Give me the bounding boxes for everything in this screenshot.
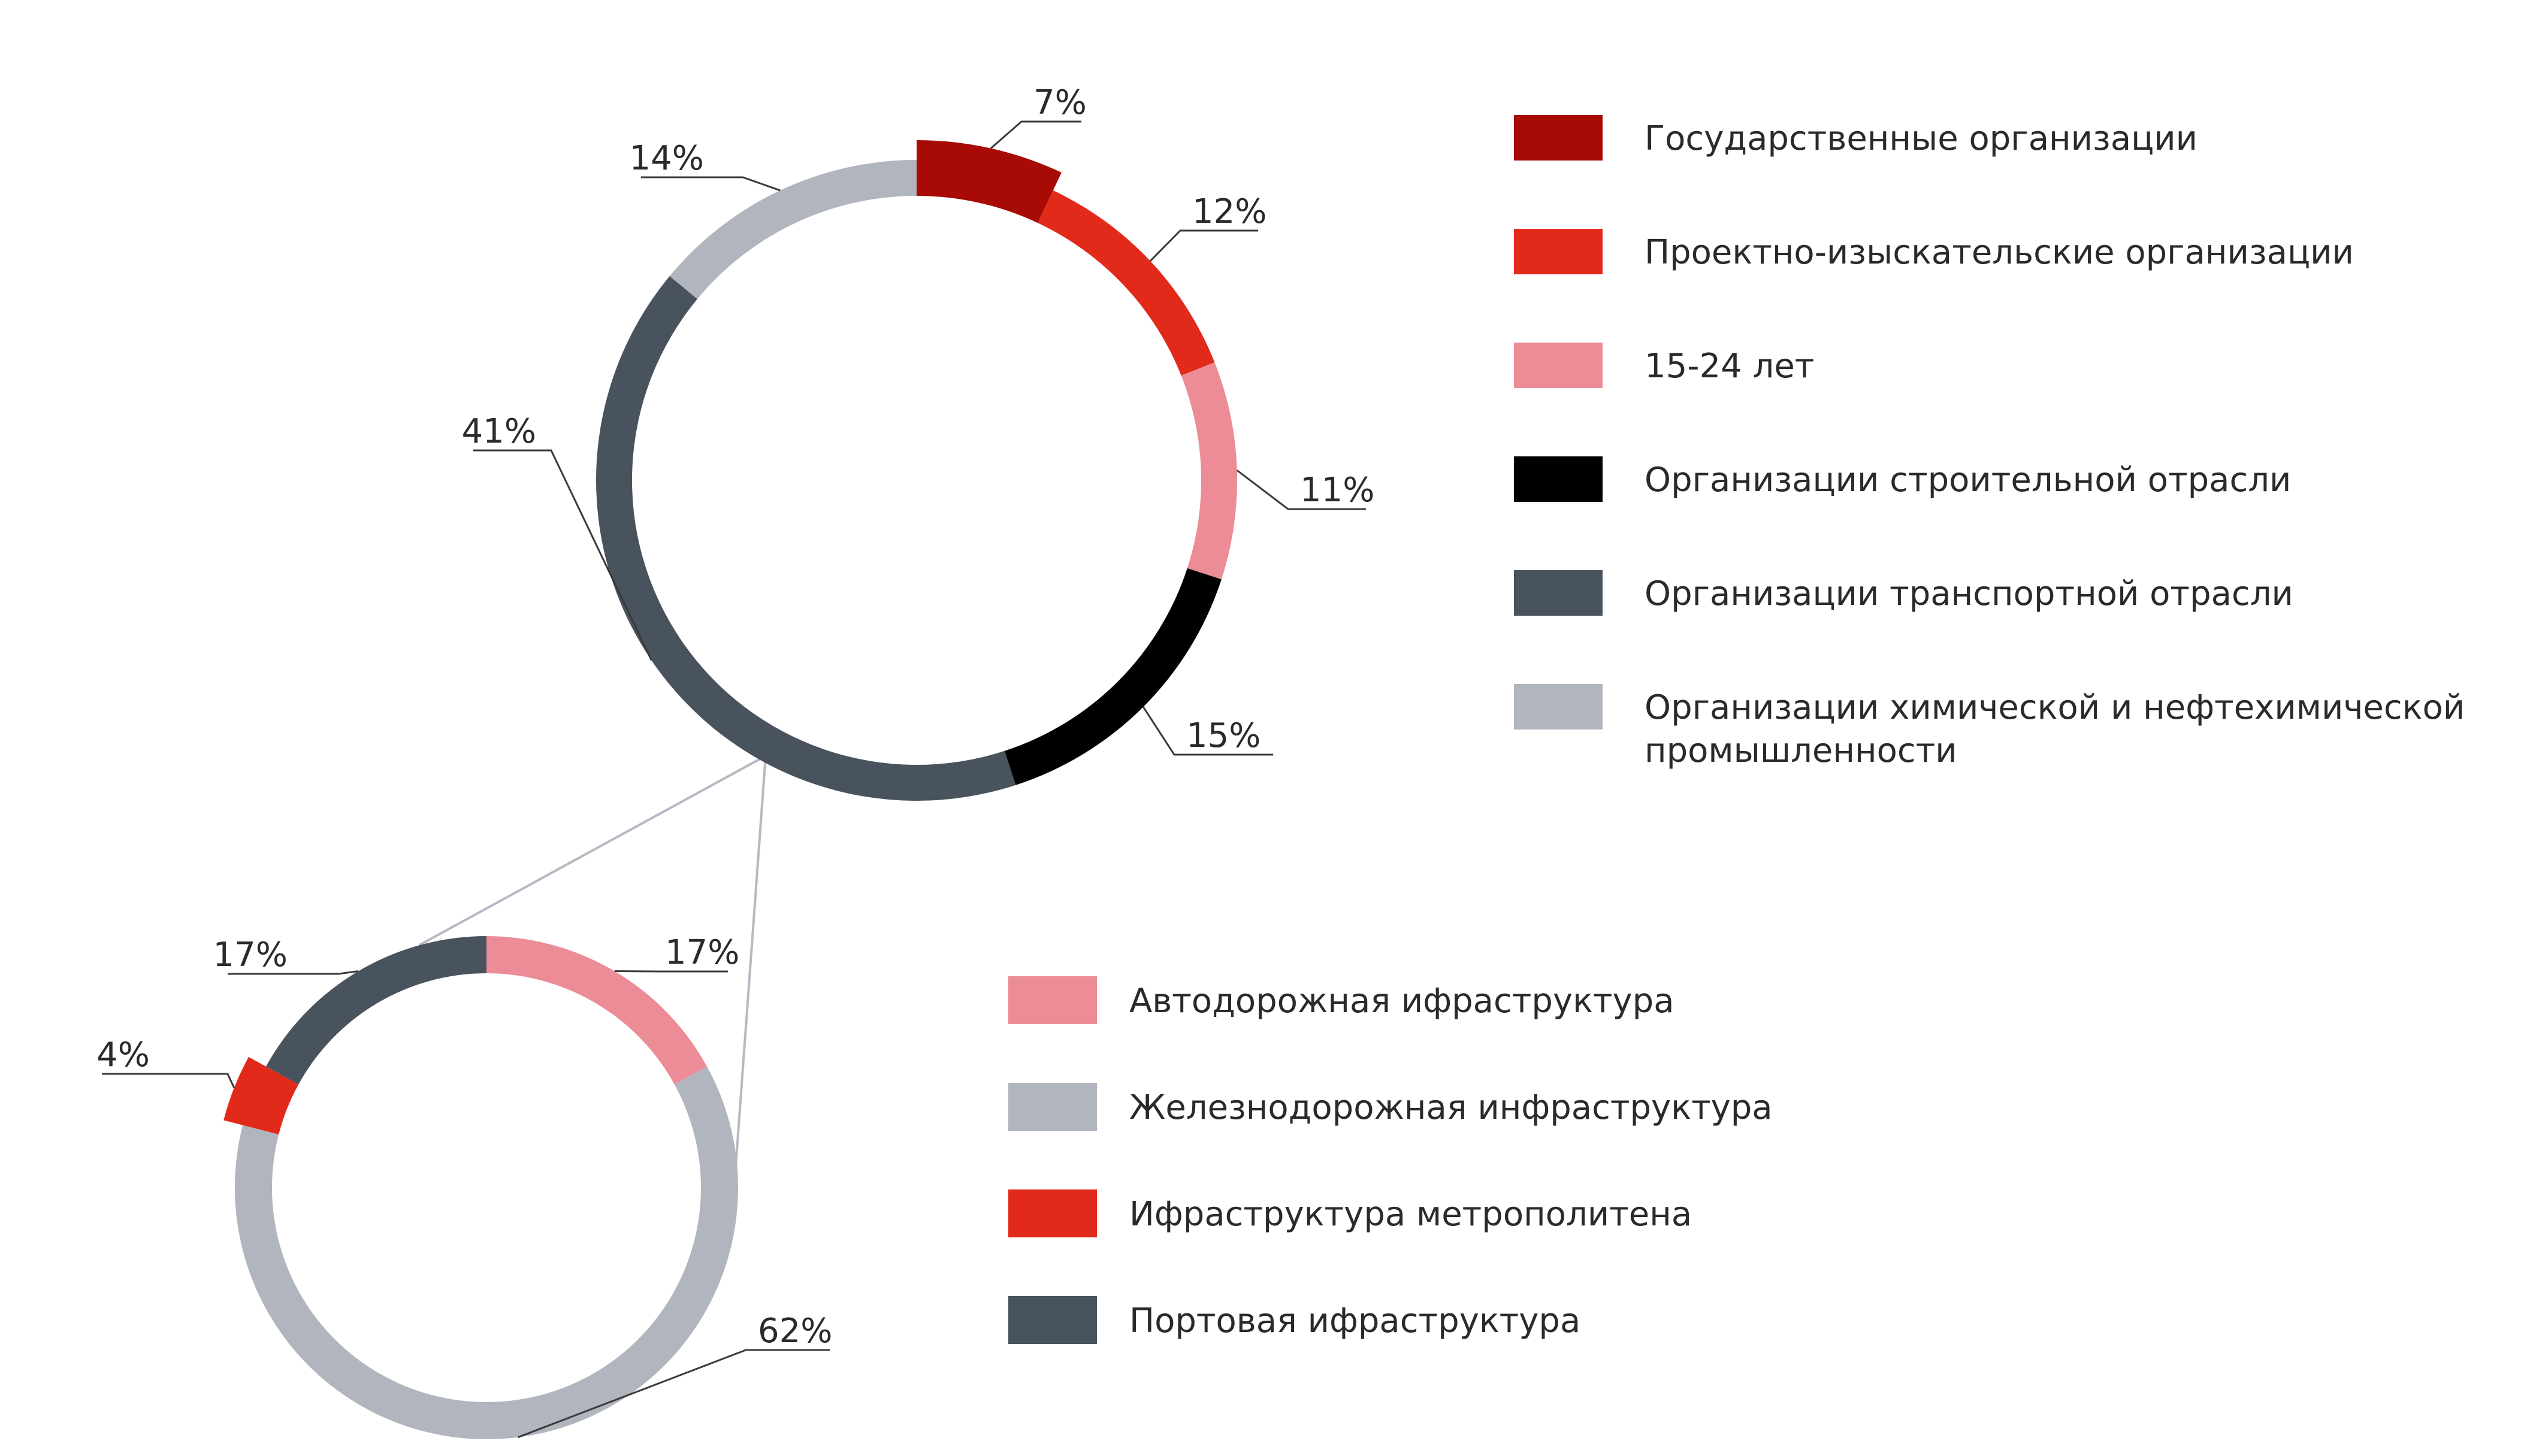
data-label: 41%: [462, 412, 536, 451]
legend-label: Автодорожная ифраструктура: [1129, 982, 1674, 1021]
legend-swatch: [1514, 684, 1603, 729]
legend-swatch: [1008, 1189, 1097, 1237]
data-label: 17%: [213, 936, 288, 974]
leader-line: [641, 176, 781, 192]
legend-label: Железнодорожная инфраструктура: [1129, 1088, 1773, 1127]
data-label: 15%: [1186, 716, 1260, 755]
slice-15-24-лет: [1181, 362, 1237, 580]
leader-line: [102, 1073, 235, 1088]
legend-label: 15-24 лет: [1645, 347, 1814, 386]
legend-label: Государственные организации: [1645, 119, 2197, 158]
legend-swatch: [1514, 229, 1603, 274]
slice-железнодорожная-инфраструктура: [234, 1066, 739, 1439]
slice-организации-химической-и-нефтехимической-промышленности: [669, 160, 917, 299]
legend-swatch: [1514, 570, 1603, 616]
data-label: 14%: [630, 139, 704, 178]
donut-chart-main: 7% 12% 11% 15% 41% 14%: [462, 83, 1374, 801]
leader-line: [473, 449, 652, 661]
data-label: 12%: [1192, 192, 1266, 231]
leader-line: [1149, 229, 1258, 262]
data-label: 4%: [96, 1036, 150, 1074]
data-label: 17%: [665, 933, 739, 972]
legend-label: Организации транспортной отрасли: [1645, 574, 2293, 613]
legend-breakdown: Автодорожная ифраструктура Железнодорожна…: [1008, 976, 1773, 1344]
slice-автодорожная-ифраструктура: [486, 936, 708, 1085]
data-label: 62%: [758, 1312, 832, 1351]
donut-chart-breakdown: 17% 62% 4% 17%: [96, 933, 832, 1439]
leader-line: [518, 1349, 830, 1439]
legend-label: Организации строительной отрасли: [1645, 461, 2291, 500]
legend-swatch: [1008, 1296, 1097, 1344]
connector-line: [734, 755, 767, 1167]
data-label: 11%: [1300, 471, 1374, 510]
slice-государственные-организации: [917, 140, 1062, 223]
data-label: 7%: [1033, 83, 1087, 122]
legend-swatch: [1514, 456, 1603, 502]
legend-label: Проектно-изыскательские организации: [1645, 233, 2354, 272]
leader-line: [1236, 470, 1366, 510]
slice-портовая-ифраструктура: [265, 936, 486, 1085]
legend-swatch: [1008, 1083, 1097, 1131]
legend-swatch: [1008, 976, 1097, 1024]
connector-line: [419, 755, 766, 946]
leader-line: [1142, 706, 1273, 756]
legend-label: Ифраструктура метрополитена: [1129, 1195, 1692, 1234]
legend-label: Портовая ифраструктура: [1129, 1301, 1580, 1340]
legend-swatch: [1514, 115, 1603, 161]
slice-организации-строительной-отрасли: [1004, 568, 1222, 785]
leader-line: [990, 120, 1081, 149]
slice-проектно-изыскательские-организации: [1038, 190, 1215, 376]
leader-line: [228, 970, 359, 975]
legend-label: Организации химической и нефтехимической…: [1645, 688, 2465, 770]
legend-swatch: [1514, 343, 1603, 388]
legend-main: Государственные организации Проектно-изыс…: [1514, 115, 2465, 770]
breakdown-connectors: [419, 755, 767, 1167]
slice-ифраструктура-метрополитена: [223, 1057, 299, 1134]
slice-организации-транспортной-отрасли: [596, 276, 1016, 801]
